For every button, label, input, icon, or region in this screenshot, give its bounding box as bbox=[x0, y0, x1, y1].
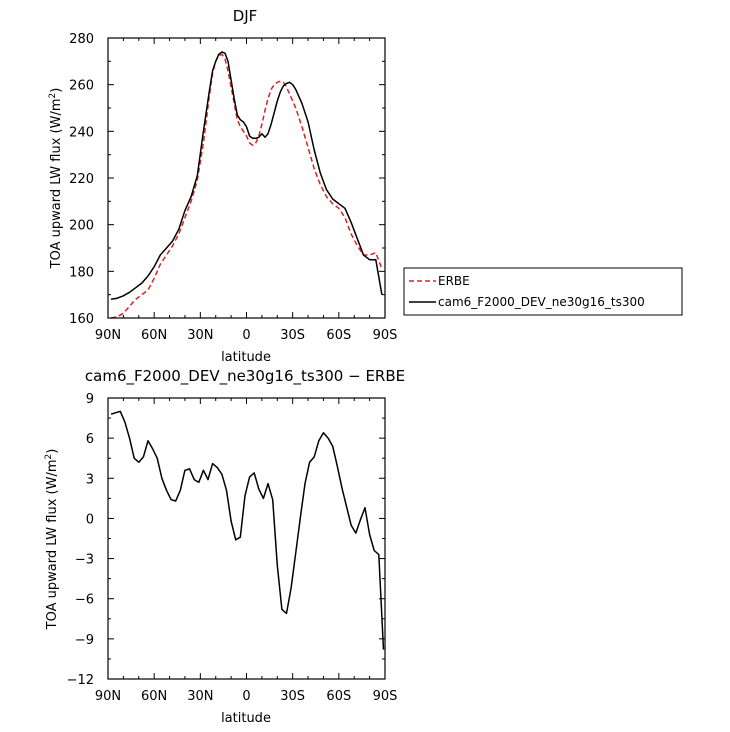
y-tick-label: 260 bbox=[69, 79, 94, 94]
y-tick-label: 180 bbox=[69, 265, 94, 280]
x-tick-label: 60N bbox=[141, 328, 167, 343]
x-axis-label: latitude bbox=[221, 711, 271, 726]
x-tick-label: 30S bbox=[280, 328, 305, 343]
x-tick-label: 60N bbox=[141, 689, 167, 704]
y-tick-label: −9 bbox=[75, 633, 94, 648]
x-tick-label: 30S bbox=[280, 689, 305, 704]
y-tick-label: −6 bbox=[75, 593, 94, 608]
y-axis-label-sup: 2 bbox=[48, 93, 58, 99]
legend-label-model: cam6_F2000_DEV_ne30g16_ts300 bbox=[438, 295, 645, 309]
x-tick-label: 30N bbox=[187, 689, 213, 704]
y-tick-label: −12 bbox=[67, 673, 94, 688]
chart-title: cam6_F2000_DEV_ne30g16_ts300 − ERBE bbox=[85, 367, 405, 386]
series-line-difference bbox=[110, 410, 385, 650]
x-tick-label: 0 bbox=[242, 328, 250, 343]
plot-frame bbox=[107, 37, 386, 319]
y-axis-label: TOA upward LW flux (W/m2) bbox=[48, 88, 64, 270]
y-axis-label-close: ) bbox=[45, 449, 60, 454]
x-tick-label: 90N bbox=[95, 689, 121, 704]
x-tick-label: 90S bbox=[373, 328, 398, 343]
x-axis-label: latitude bbox=[221, 350, 271, 365]
y-tick-label: 200 bbox=[69, 219, 94, 234]
y-tick-label: 220 bbox=[69, 172, 94, 187]
axis-ticks: 90N 60N 30N 0 30S 60S 90S 160 180 200 220 240 260 280 bbox=[69, 32, 397, 343]
axis-ticks: 90N 60N 30N 0 30S 60S 90S −12 −9 −6 −3 0 3 6 9 bbox=[67, 392, 398, 704]
y-axis-label-main: TOA upward LW flux (W/m bbox=[49, 98, 64, 269]
y-tick-label: 240 bbox=[69, 125, 94, 140]
x-tick-label: 90S bbox=[373, 689, 398, 704]
legend: ERBE cam6_F2000_DEV_ne30g16_ts300 bbox=[403, 267, 683, 316]
y-tick-label: −3 bbox=[75, 553, 94, 568]
panel-djf: DJF 90N 60N 30N 0 30S 60S 90S 160 180 200 220 240 26… bbox=[48, 7, 397, 365]
y-tick-label: 280 bbox=[69, 32, 94, 47]
y-tick-label: 0 bbox=[86, 512, 94, 527]
y-tick-label: 3 bbox=[86, 472, 94, 487]
chart-title: DJF bbox=[233, 7, 258, 25]
x-tick-label: 60S bbox=[326, 689, 351, 704]
x-tick-label: 60S bbox=[326, 328, 351, 343]
x-tick-label: 90N bbox=[95, 328, 121, 343]
y-tick-label: 6 bbox=[86, 432, 94, 447]
y-axis-label-main: TOA upward LW flux (W/m bbox=[45, 459, 60, 630]
plot-lines bbox=[110, 51, 383, 319]
x-tick-label: 0 bbox=[242, 689, 250, 704]
legend-box bbox=[403, 267, 683, 316]
y-tick-label: 9 bbox=[86, 392, 94, 407]
plot-lines bbox=[110, 410, 385, 650]
y-axis-label-close: ) bbox=[49, 88, 64, 93]
series-line-cam6-f2000-dev-ne30g16-ts300 bbox=[110, 51, 383, 301]
y-axis-label-sup: 2 bbox=[44, 454, 54, 460]
plot-frame bbox=[107, 397, 386, 680]
panel-difference: cam6_F2000_DEV_ne30g16_ts300 − ERBE 90N 6… bbox=[44, 367, 405, 726]
series-line-erbe bbox=[110, 53, 383, 319]
y-axis-label: TOA upward LW flux (W/m2) bbox=[44, 449, 60, 631]
y-tick-label: 160 bbox=[69, 312, 94, 327]
legend-label-erbe: ERBE bbox=[438, 274, 470, 288]
x-tick-label: 30N bbox=[187, 328, 213, 343]
